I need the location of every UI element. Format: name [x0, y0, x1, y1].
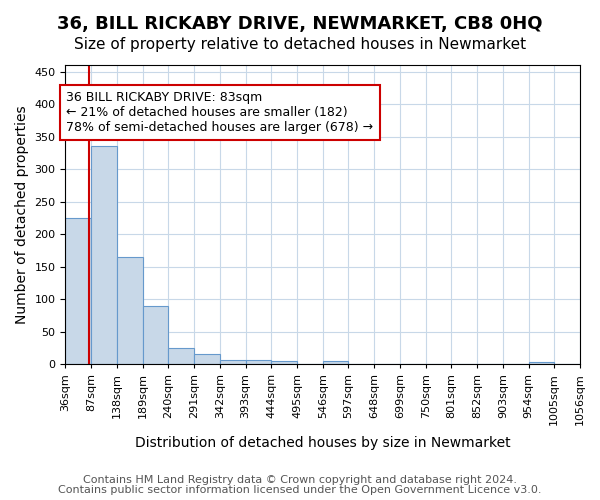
Y-axis label: Number of detached properties: Number of detached properties — [15, 105, 29, 324]
Bar — [245, 360, 271, 364]
Text: Contains public sector information licensed under the Open Government Licence v3: Contains public sector information licen… — [58, 485, 542, 495]
Bar — [220, 360, 245, 364]
Bar — [323, 361, 349, 364]
Text: 36 BILL RICKABY DRIVE: 83sqm
← 21% of detached houses are smaller (182)
78% of s: 36 BILL RICKABY DRIVE: 83sqm ← 21% of de… — [67, 91, 374, 134]
Bar — [143, 306, 169, 364]
Text: Size of property relative to detached houses in Newmarket: Size of property relative to detached ho… — [74, 38, 526, 52]
Bar — [194, 354, 220, 364]
Bar — [529, 362, 554, 364]
Text: Contains HM Land Registry data © Crown copyright and database right 2024.: Contains HM Land Registry data © Crown c… — [83, 475, 517, 485]
Bar — [169, 348, 194, 364]
Bar — [91, 146, 117, 364]
X-axis label: Distribution of detached houses by size in Newmarket: Distribution of detached houses by size … — [135, 436, 511, 450]
Bar — [117, 257, 143, 364]
Bar — [271, 361, 297, 364]
Text: 36, BILL RICKABY DRIVE, NEWMARKET, CB8 0HQ: 36, BILL RICKABY DRIVE, NEWMARKET, CB8 0… — [57, 15, 543, 33]
Bar — [65, 218, 91, 364]
